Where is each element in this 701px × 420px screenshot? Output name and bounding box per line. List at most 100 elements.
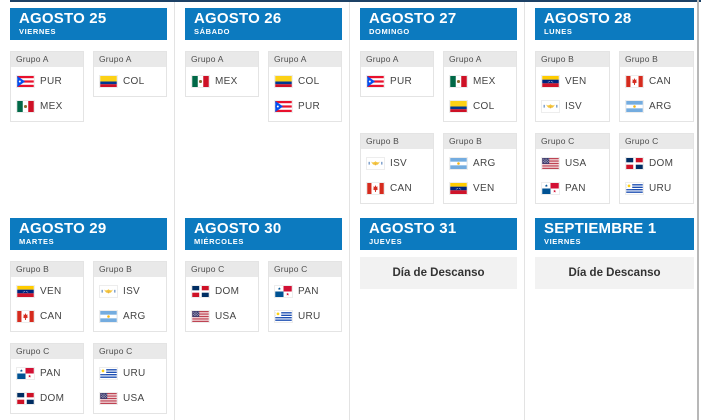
mexico-flag-icon [16, 100, 35, 113]
team-code: PAN [298, 286, 319, 297]
match-card-body: DOM URU [620, 149, 693, 203]
team-row: MEX [186, 69, 258, 94]
match-card-body: MEX COL [444, 67, 516, 121]
day-date: AGOSTO 29 [19, 220, 107, 237]
team-row: PAN [536, 176, 609, 201]
match-card[interactable]: Grupo A MEX [185, 51, 259, 97]
match-card[interactable]: Grupo C URU USA [93, 343, 167, 414]
group-label: Grupo C [269, 262, 341, 277]
team-code: ARG [649, 101, 672, 112]
team-code: COL [473, 101, 495, 112]
match-card-body: VEN ISV [536, 67, 609, 121]
team-row: PAN [269, 279, 341, 304]
team-code: MEX [473, 76, 496, 87]
match-card[interactable]: Grupo B VEN ISV [535, 51, 610, 122]
right-edge-line [697, 0, 699, 420]
match-card-row: Grupo A PUR MEX Grupo A COL [10, 51, 167, 122]
match-card-body: CAN ARG [620, 67, 693, 121]
argentina-flag-icon [625, 100, 644, 113]
top-divider-line [10, 0, 701, 2]
team-row: MEX [11, 94, 83, 119]
argentina-flag-icon [99, 310, 118, 323]
team-code: URU [298, 311, 321, 322]
match-card[interactable]: Grupo C DOM URU [619, 133, 694, 204]
match-card[interactable]: Grupo B ISV CAN [360, 133, 434, 204]
team-code: COL [298, 76, 320, 87]
day-date: AGOSTO 25 [19, 10, 107, 27]
team-code: PAN [40, 368, 61, 379]
venezuela-flag-icon [449, 182, 468, 195]
day-column-agosto-30: AGOSTO 30 MIÉRCOLES Grupo C DOM USA Grupo C PA… [175, 210, 350, 420]
match-card[interactable]: Grupo B ARG VEN [443, 133, 517, 204]
team-code: USA [215, 311, 237, 322]
canada-flag-icon [625, 75, 644, 88]
group-label: Grupo A [269, 52, 341, 67]
match-card[interactable]: Grupo C PAN DOM [10, 343, 84, 414]
team-row: VEN [11, 279, 83, 304]
match-card-row: Grupo B ISV CAN Grupo B ARG VEN [360, 133, 517, 204]
day-column-agosto-29: AGOSTO 29 MARTES Grupo B VEN CAN Grupo B ISV AR… [0, 210, 175, 420]
match-card[interactable]: Grupo C DOM USA [185, 261, 259, 332]
team-row: ISV [536, 94, 609, 119]
dominican-republic-flag-icon [625, 157, 644, 170]
match-card[interactable]: Grupo A PUR MEX [10, 51, 84, 122]
mexico-flag-icon [191, 75, 210, 88]
us-virgin-islands-flag-icon [366, 157, 385, 170]
team-row: DOM [11, 386, 83, 411]
match-card-row: Grupo A PUR Grupo A MEX COL [360, 51, 517, 122]
day-header: SEPTIEMBRE 1 VIERNES [535, 218, 694, 250]
argentina-flag-icon [449, 157, 468, 170]
match-card-body: VEN CAN [11, 277, 83, 331]
match-card-body: ISV CAN [361, 149, 433, 203]
day-column-septiembre-1: SEPTIEMBRE 1 VIERNES Día de Descanso [525, 210, 701, 420]
day-weekday: DOMINGO [369, 27, 410, 36]
rest-day-box: Día de Descanso [360, 257, 517, 289]
day-header: AGOSTO 30 MIÉRCOLES [185, 218, 342, 250]
us-virgin-islands-flag-icon [99, 285, 118, 298]
match-card-row: Grupo C DOM USA Grupo C PAN URU [185, 261, 342, 332]
team-row: ISV [361, 151, 433, 176]
group-label: Grupo B [620, 52, 693, 67]
group-label: Grupo C [186, 262, 258, 277]
match-card[interactable]: Grupo B ISV ARG [93, 261, 167, 332]
team-row: PUR [11, 69, 83, 94]
team-row: ARG [620, 94, 693, 119]
day-date: AGOSTO 30 [194, 220, 282, 237]
team-code: USA [565, 158, 587, 169]
usa-flag-icon [191, 310, 210, 323]
day-date: AGOSTO 31 [369, 220, 457, 237]
team-row: PAN [11, 361, 83, 386]
team-row: CAN [361, 176, 433, 201]
match-card-row: Grupo B VEN ISV Grupo B CAN ARG [535, 51, 694, 122]
day-header: AGOSTO 25 VIERNES [10, 8, 167, 40]
group-label: Grupo A [361, 52, 433, 67]
group-label: Grupo C [94, 344, 166, 359]
match-card[interactable]: Grupo A COL PUR [268, 51, 342, 122]
team-row: PUR [361, 69, 433, 94]
match-card-row: Grupo C PAN DOM Grupo C URU USA [10, 343, 167, 414]
match-card[interactable]: Grupo A COL [93, 51, 167, 97]
venezuela-flag-icon [16, 285, 35, 298]
group-label: Grupo A [444, 52, 516, 67]
match-card[interactable]: Grupo B VEN CAN [10, 261, 84, 332]
team-code: PUR [390, 76, 413, 87]
match-card-row: Grupo B VEN CAN Grupo B ISV ARG [10, 261, 167, 332]
match-card[interactable]: Grupo A PUR [360, 51, 434, 97]
day-weekday: VIERNES [544, 237, 582, 246]
match-card[interactable]: Grupo C USA PAN [535, 133, 610, 204]
team-code: CAN [390, 183, 413, 194]
match-card[interactable]: Grupo A MEX COL [443, 51, 517, 122]
match-card[interactable]: Grupo C PAN URU [268, 261, 342, 332]
team-row: MEX [444, 69, 516, 94]
match-card[interactable]: Grupo B CAN ARG [619, 51, 694, 122]
team-code: URU [649, 183, 672, 194]
match-card-body: COL [94, 67, 166, 96]
team-code: COL [123, 76, 145, 87]
team-code: PUR [40, 76, 63, 87]
panama-flag-icon [274, 285, 293, 298]
team-code: MEX [40, 101, 63, 112]
match-card-body: PAN DOM [11, 359, 83, 413]
team-code: ARG [123, 311, 146, 322]
